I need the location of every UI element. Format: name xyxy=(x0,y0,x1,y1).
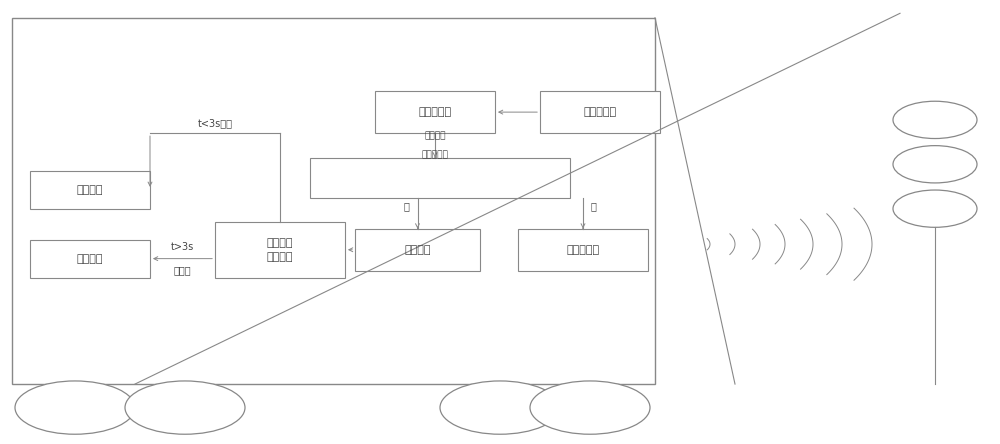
Text: t>3s: t>3s xyxy=(171,242,194,252)
Text: 图像采集器: 图像采集器 xyxy=(583,107,617,117)
FancyBboxPatch shape xyxy=(540,91,660,133)
FancyBboxPatch shape xyxy=(518,229,648,271)
Text: 信号是否: 信号是否 xyxy=(424,131,446,140)
Text: 蜂鸣警报: 蜂鸣警报 xyxy=(404,245,431,255)
Text: 是: 是 xyxy=(404,201,410,211)
Circle shape xyxy=(15,381,135,434)
Text: 按规定运行: 按规定运行 xyxy=(566,245,600,255)
Text: 继续运行: 继续运行 xyxy=(77,185,103,195)
Text: 禁止信号
确认按钮: 禁止信号 确认按钮 xyxy=(267,238,293,262)
FancyBboxPatch shape xyxy=(355,229,480,271)
FancyBboxPatch shape xyxy=(375,91,495,133)
Text: 为禁止灯光: 为禁止灯光 xyxy=(422,151,448,160)
Circle shape xyxy=(125,381,245,434)
Circle shape xyxy=(893,190,977,227)
FancyBboxPatch shape xyxy=(30,240,150,278)
Text: 紧急制动: 紧急制动 xyxy=(77,254,103,264)
Text: 未按下: 未按下 xyxy=(174,265,191,275)
FancyBboxPatch shape xyxy=(215,222,345,278)
FancyBboxPatch shape xyxy=(30,171,150,209)
FancyBboxPatch shape xyxy=(310,158,570,198)
Circle shape xyxy=(530,381,650,434)
Text: 否: 否 xyxy=(591,201,597,211)
Text: t<3s按下: t<3s按下 xyxy=(198,118,233,128)
Circle shape xyxy=(893,146,977,183)
Circle shape xyxy=(440,381,560,434)
Circle shape xyxy=(893,101,977,139)
Text: 图像识别器: 图像识别器 xyxy=(418,107,452,117)
FancyBboxPatch shape xyxy=(12,18,655,384)
